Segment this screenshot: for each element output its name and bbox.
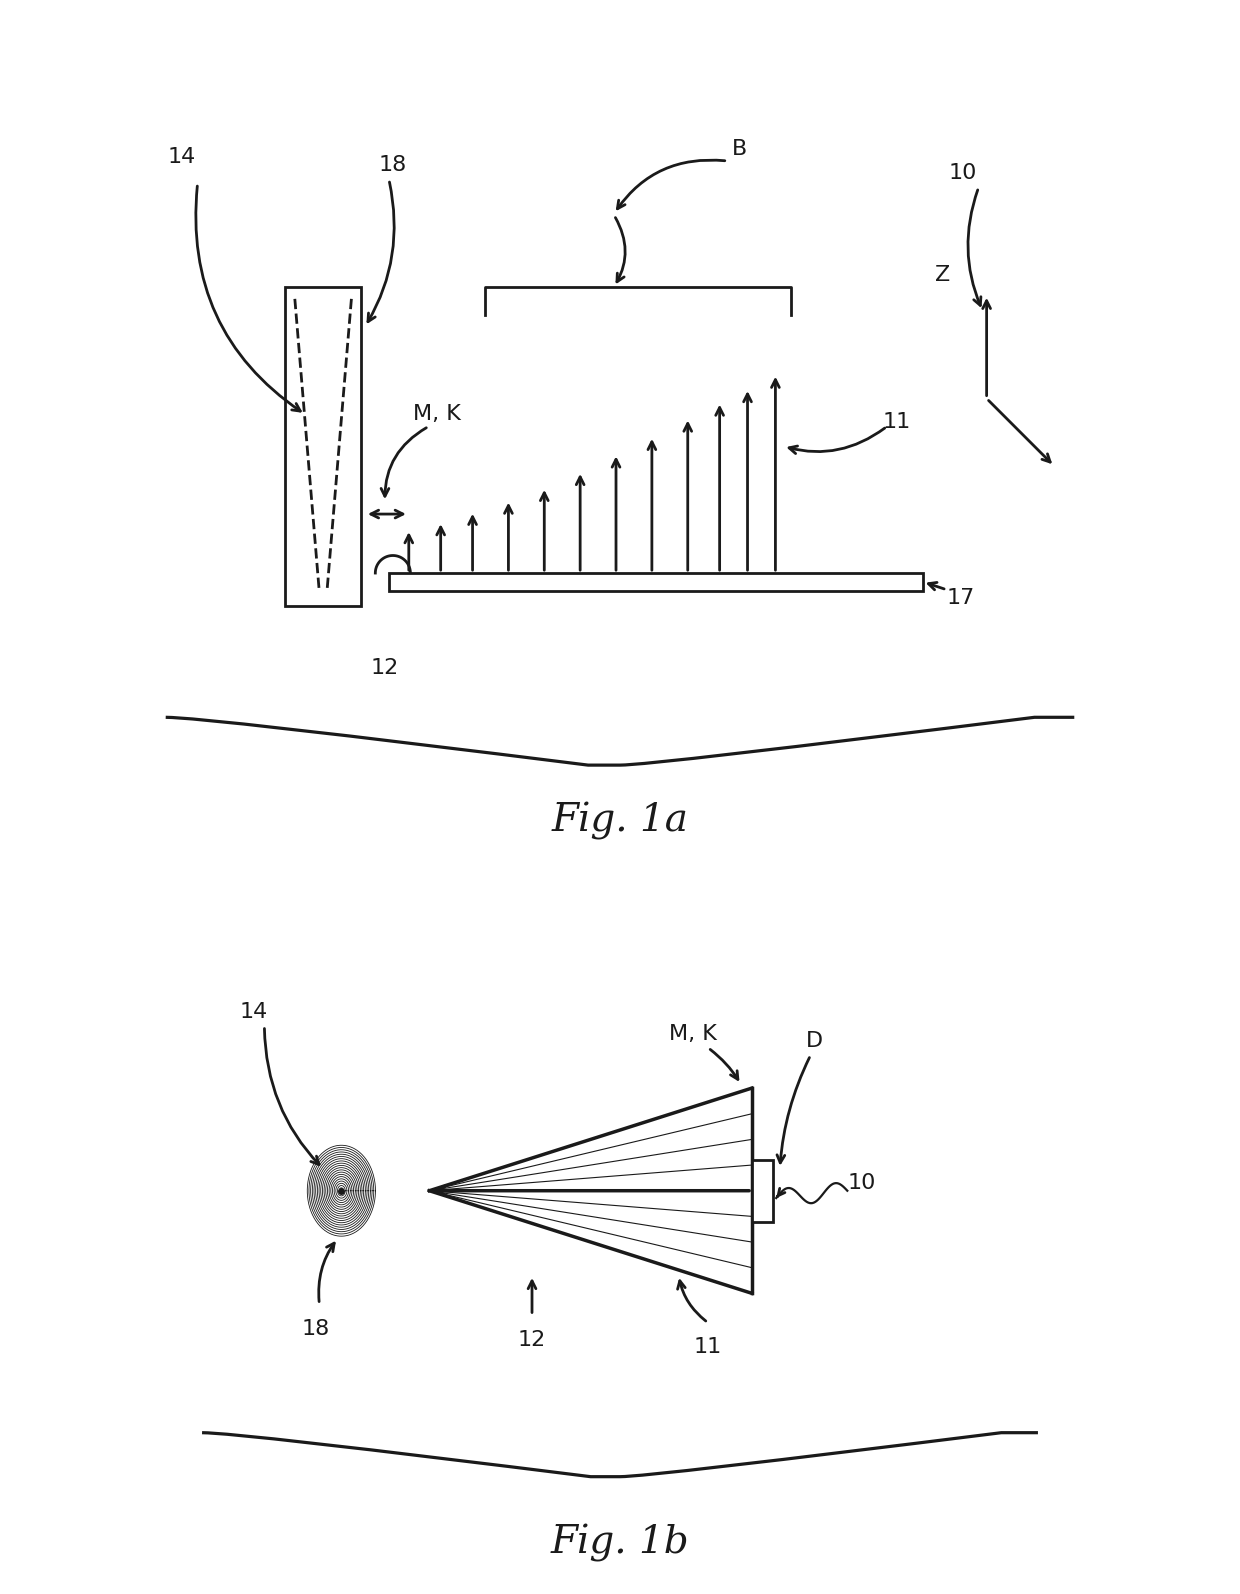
Text: D: D xyxy=(806,1031,823,1052)
Text: 12: 12 xyxy=(371,657,399,677)
Text: 18: 18 xyxy=(301,1320,330,1339)
Text: 18: 18 xyxy=(378,155,407,175)
Bar xyxy=(751,1159,773,1223)
Text: 14: 14 xyxy=(167,147,196,167)
Text: 10: 10 xyxy=(949,163,977,183)
Text: 14: 14 xyxy=(239,1003,268,1022)
Bar xyxy=(285,287,361,606)
Text: B: B xyxy=(732,139,748,159)
Text: M, K: M, K xyxy=(670,1023,717,1044)
Text: 11: 11 xyxy=(883,413,911,432)
Text: Fig. 1b: Fig. 1b xyxy=(551,1524,689,1562)
Text: 10: 10 xyxy=(847,1173,875,1194)
Text: 17: 17 xyxy=(947,588,975,607)
Text: 11: 11 xyxy=(694,1337,722,1358)
Bar xyxy=(389,574,923,591)
Text: Z: Z xyxy=(935,265,950,285)
Text: M, K: M, K xyxy=(413,405,460,424)
Text: Fig. 1a: Fig. 1a xyxy=(552,802,688,840)
Text: 12: 12 xyxy=(518,1329,546,1350)
